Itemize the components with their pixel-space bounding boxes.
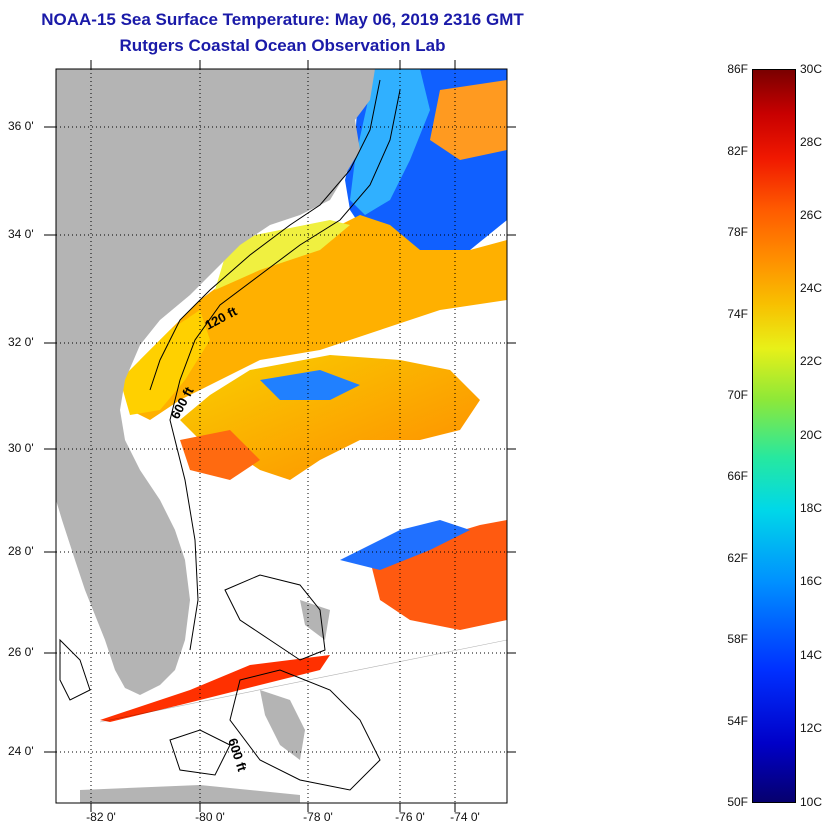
- temperature-colorbar: [752, 69, 796, 803]
- colorbar-f-label: 74F: [727, 307, 748, 321]
- colorbar-f-label: 78F: [727, 225, 748, 239]
- colorbar-c-label: 18C: [800, 501, 823, 515]
- warm-shelf-band: [130, 215, 507, 420]
- colorbar-c-label: 24C: [800, 281, 823, 295]
- lat-label: 24 0': [8, 744, 34, 758]
- lat-label: 32 0': [8, 335, 34, 349]
- map-frame: [55, 68, 508, 804]
- land-mass: [56, 69, 375, 695]
- map-title: NOAA-15 Sea Surface Temperature: May 06,…: [41, 10, 524, 29]
- cool-strip-southeast: [340, 520, 470, 570]
- cool-water-patch: [350, 69, 430, 215]
- andros-island: [260, 690, 305, 760]
- contour-great-bahama-bank: [229, 669, 381, 791]
- lon-label: -76 0': [395, 810, 425, 824]
- colorbar-f-label: 70F: [727, 388, 748, 402]
- swath-edge: [99, 639, 507, 723]
- colorbar-c-label: 10C: [800, 795, 823, 809]
- lon-label: -82 0': [86, 810, 116, 824]
- cuba-coast: [80, 785, 300, 803]
- nearshore-yellow-south: [120, 310, 210, 415]
- contour-600ft: [169, 89, 401, 651]
- lat-label: 34 0': [8, 227, 34, 241]
- frame-ticks: [44, 60, 516, 812]
- contour-florida-keys: [59, 638, 91, 701]
- lon-label: -80 0': [195, 810, 225, 824]
- colorbar-f-label: 86F: [727, 62, 748, 76]
- lat-label: 28 0': [8, 544, 34, 558]
- colorbar-c-label: 16C: [800, 574, 823, 588]
- colorbar-f-label: 54F: [727, 714, 748, 728]
- warm-water-patch: [430, 80, 507, 160]
- colorbar-c-label: 30C: [800, 62, 823, 76]
- contour-120ft: [149, 79, 381, 391]
- lon-label: -74 0': [450, 810, 480, 824]
- lat-label: 36 0': [8, 119, 34, 133]
- colorbar-c-label: 14C: [800, 648, 823, 662]
- gulf-stream: [180, 355, 480, 480]
- colorbar-f-label: 62F: [727, 551, 748, 565]
- lat-label: 30 0': [8, 441, 34, 455]
- colorbar-f-label: 50F: [727, 795, 748, 809]
- colorbar-c-label: 22C: [800, 354, 823, 368]
- map-subtitle: Rutgers Coastal Ocean Observation Lab: [119, 36, 446, 55]
- colorbar-c-label: 26C: [800, 208, 823, 222]
- lat-label: 26 0': [8, 645, 34, 659]
- warm-water-southeast: [370, 520, 507, 630]
- lon-label: -78 0': [303, 810, 333, 824]
- colorbar-c-label: 12C: [800, 721, 823, 735]
- colorbar-c-label: 20C: [800, 428, 823, 442]
- colorbar-c-label: 28C: [800, 135, 823, 149]
- contour-bahamas: [224, 574, 326, 661]
- warm-eddy: [180, 430, 260, 480]
- colorbar-f-label: 66F: [727, 469, 748, 483]
- colorbar-f-label: 58F: [727, 632, 748, 646]
- colorbar-f-label: 82F: [727, 144, 748, 158]
- contour-south: [169, 729, 231, 776]
- cool-eddy: [260, 370, 360, 400]
